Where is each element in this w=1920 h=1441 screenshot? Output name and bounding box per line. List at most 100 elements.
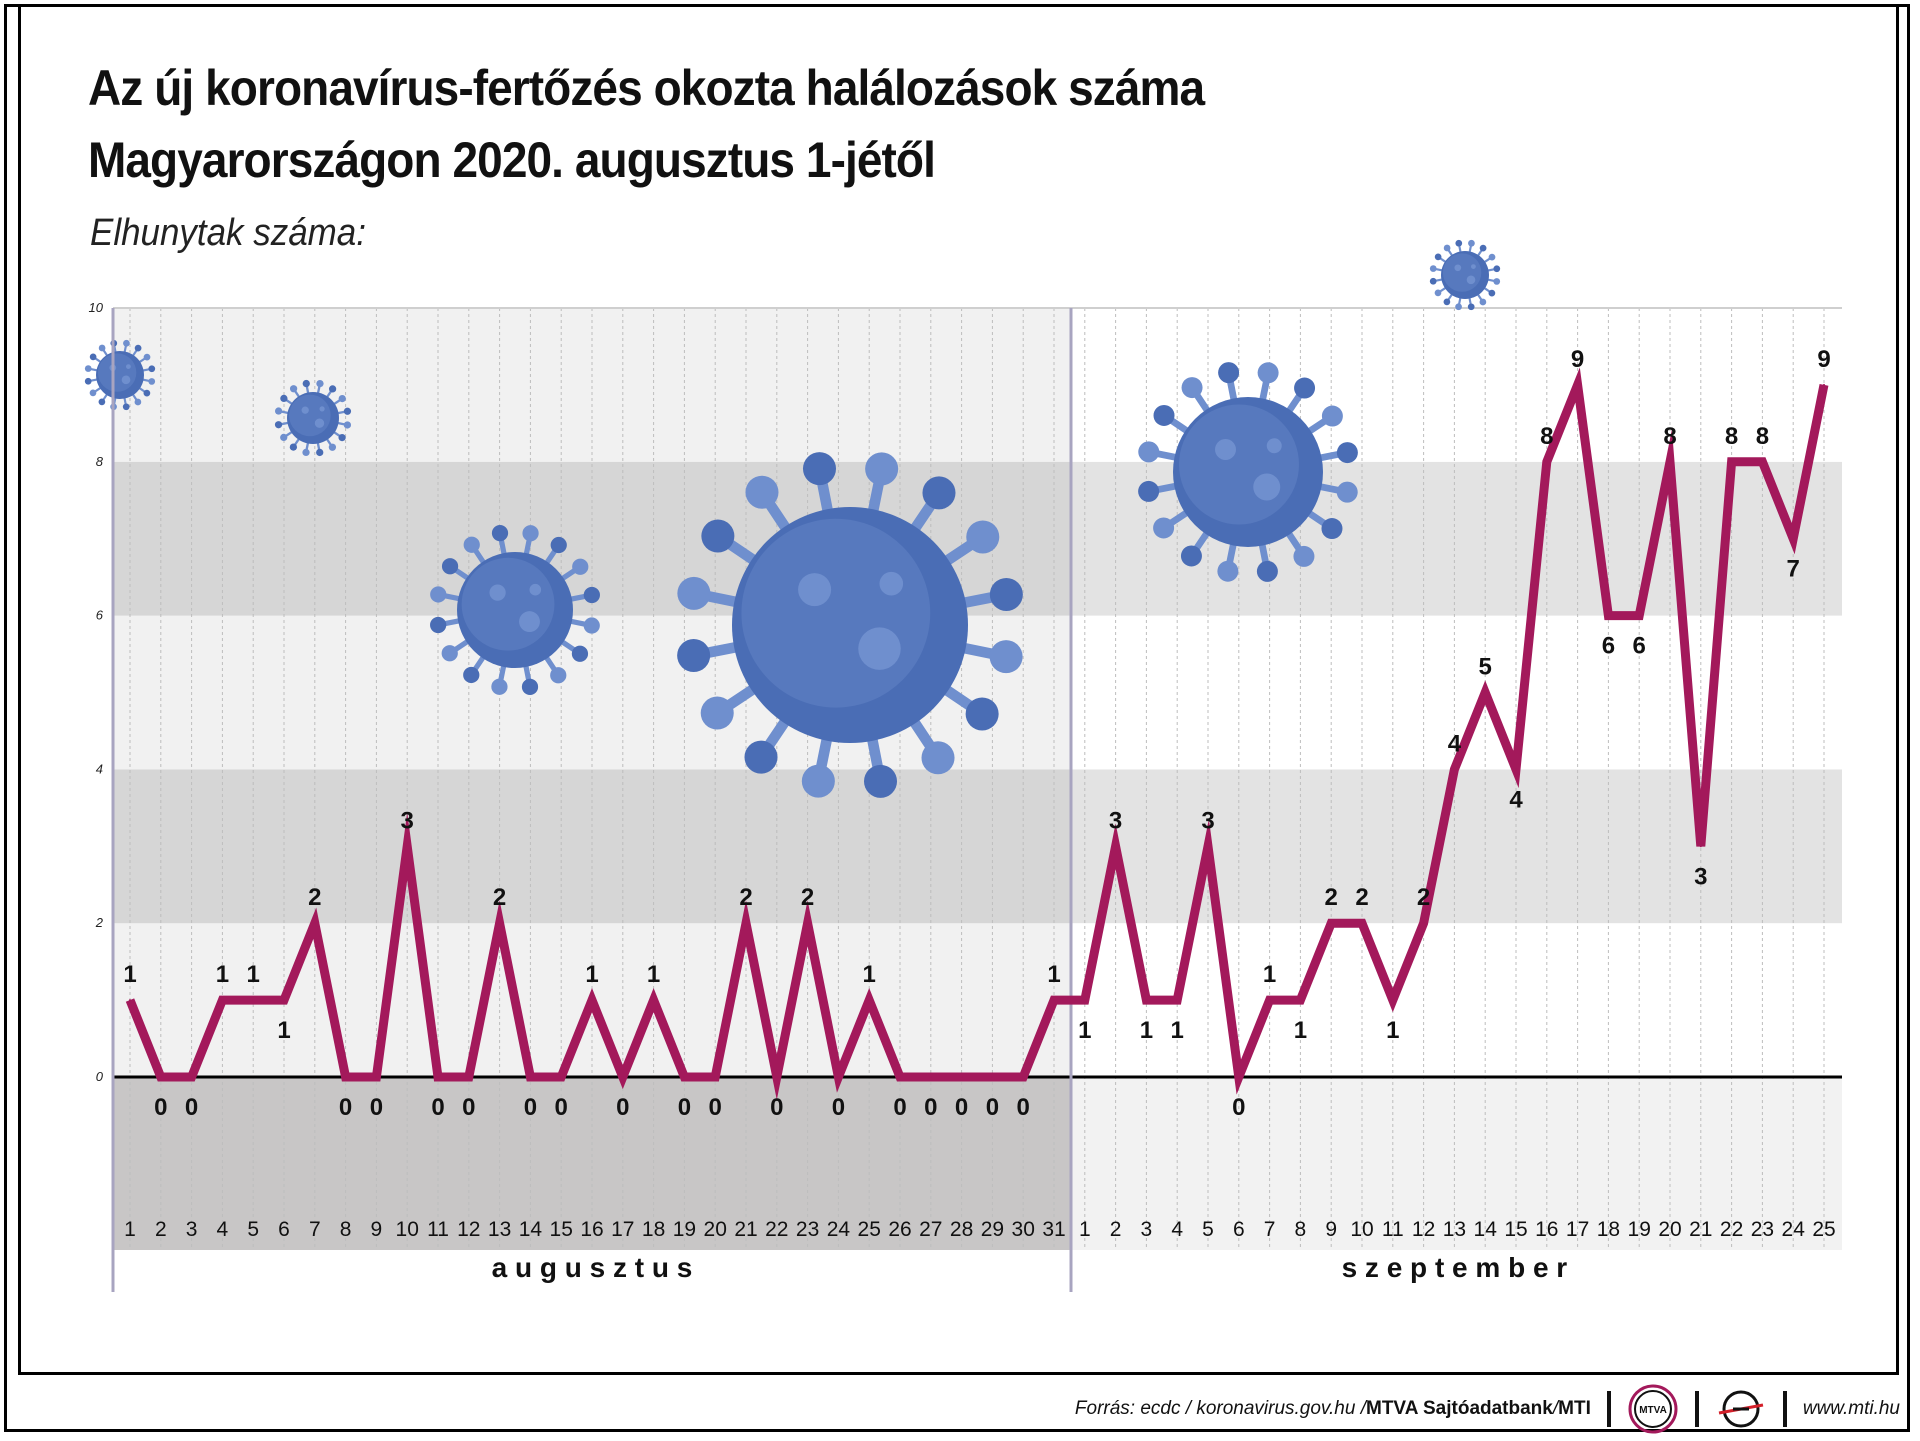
data-label: 0 [709, 1094, 722, 1121]
data-label: 9 [1817, 346, 1830, 373]
virus-spike-tip [148, 378, 156, 385]
data-label: 1 [1263, 961, 1276, 988]
x-tick-label: 30 [1012, 1218, 1035, 1241]
data-point [1391, 999, 1394, 1002]
data-point [868, 999, 871, 1002]
x-tick-label: 22 [765, 1218, 788, 1241]
virus-spike-tip [865, 452, 899, 486]
x-tick-label: 21 [1689, 1218, 1712, 1241]
virus-spike-tip [1455, 239, 1463, 247]
data-point [344, 1076, 347, 1078]
data-label: 9 [1571, 346, 1584, 373]
x-tick-label: 25 [1812, 1218, 1835, 1241]
data-label: 8 [1725, 423, 1738, 450]
x-tick-label: 18 [1597, 1218, 1620, 1241]
data-point [437, 1076, 439, 1078]
virus-spot [1454, 264, 1462, 272]
virus-spike-tip [328, 385, 337, 393]
virus-spike-tip [1479, 298, 1487, 306]
chart-title: Az új koronavírus-fertőzés okozta halálo… [88, 52, 1205, 196]
data-label: 1 [123, 961, 136, 988]
y-tick-label: 4 [96, 761, 103, 776]
virus-spike-tip [744, 740, 778, 774]
virus-spike-tip [1336, 442, 1358, 464]
data-point [252, 999, 255, 1002]
virus-spike-tip [521, 678, 539, 695]
virus-spike-tip [463, 666, 480, 684]
virus-spike-tip [1443, 298, 1451, 306]
virus-spike-tip [1138, 441, 1160, 463]
virus-spike-tip [1153, 517, 1175, 539]
data-point [745, 922, 747, 925]
x-tick-label: 3 [186, 1218, 198, 1241]
data-point [283, 999, 285, 1002]
data-point [1022, 1076, 1025, 1078]
virus-spike-tip [289, 443, 298, 451]
data-point [1730, 460, 1733, 463]
data-label: 4 [1448, 730, 1462, 757]
x-tick-label: 29 [981, 1218, 1004, 1241]
data-point [960, 1076, 963, 1078]
virus-spike-tip [491, 678, 508, 695]
data-label: 0 [770, 1094, 783, 1121]
data-label: 1 [863, 961, 876, 988]
x-tick-label: 16 [580, 1218, 603, 1241]
x-tick-label: 6 [278, 1218, 290, 1241]
data-label: 3 [1694, 863, 1707, 890]
x-tick-label: 31 [1042, 1218, 1065, 1241]
x-tick-label: 20 [704, 1218, 727, 1241]
x-tick-label: 19 [1628, 1218, 1651, 1241]
virus-spike-tip [677, 576, 711, 610]
x-tick-label: 21 [734, 1218, 757, 1241]
virus-spot [314, 418, 325, 428]
data-point [1114, 845, 1117, 848]
data-label: 2 [1325, 884, 1338, 911]
data-label: 6 [1602, 633, 1615, 660]
x-tick-label: 4 [217, 1218, 229, 1241]
virus-spike-tip [701, 519, 735, 553]
x-tick-label: 4 [1171, 1218, 1183, 1241]
data-point [775, 1076, 778, 1078]
virus-spike-tip [1256, 560, 1278, 582]
data-point [313, 922, 316, 925]
data-label: 0 [431, 1094, 444, 1121]
data-label: 1 [1047, 961, 1060, 988]
virus-spike-tip [700, 696, 734, 730]
virus-spike-tip [583, 617, 600, 634]
data-label: 1 [1078, 1017, 1091, 1044]
x-tick-label: 3 [1141, 1218, 1153, 1241]
virus-spike-tip [1429, 277, 1437, 285]
data-label: 2 [801, 884, 814, 911]
data-label: 3 [1109, 807, 1122, 834]
data-point [1053, 999, 1055, 1002]
data-label: 0 [955, 1094, 968, 1121]
data-point [1576, 383, 1579, 386]
virus-spike-tip [463, 536, 480, 553]
virus-spot [879, 571, 904, 596]
data-label: 1 [277, 1017, 290, 1044]
band [113, 923, 1842, 1077]
x-tick-label: 20 [1658, 1218, 1681, 1241]
virus-spot [125, 364, 131, 369]
data-label: 2 [1417, 884, 1430, 911]
virus-spike-tip [148, 365, 156, 373]
data-point [498, 922, 501, 925]
website-url: www.mti.hu [1802, 1398, 1900, 1419]
virus-spike-tip [338, 433, 346, 442]
band [113, 615, 1842, 770]
series-line [125, 367, 1829, 1100]
data-point [129, 999, 131, 1002]
virus-body [1441, 251, 1489, 299]
data-label: 1 [585, 961, 598, 988]
virus-spike-tip [328, 443, 337, 451]
x-tick-label: 2 [1110, 1218, 1122, 1241]
data-point [159, 1076, 162, 1078]
data-point [1083, 999, 1086, 1002]
data-point [406, 845, 409, 848]
x-tick-label: 1 [1079, 1218, 1091, 1241]
x-tick-label: 25 [858, 1218, 881, 1241]
x-tick-label: 15 [1504, 1218, 1527, 1241]
virus-spike-tip [571, 645, 589, 662]
virus-highlight [741, 518, 931, 708]
